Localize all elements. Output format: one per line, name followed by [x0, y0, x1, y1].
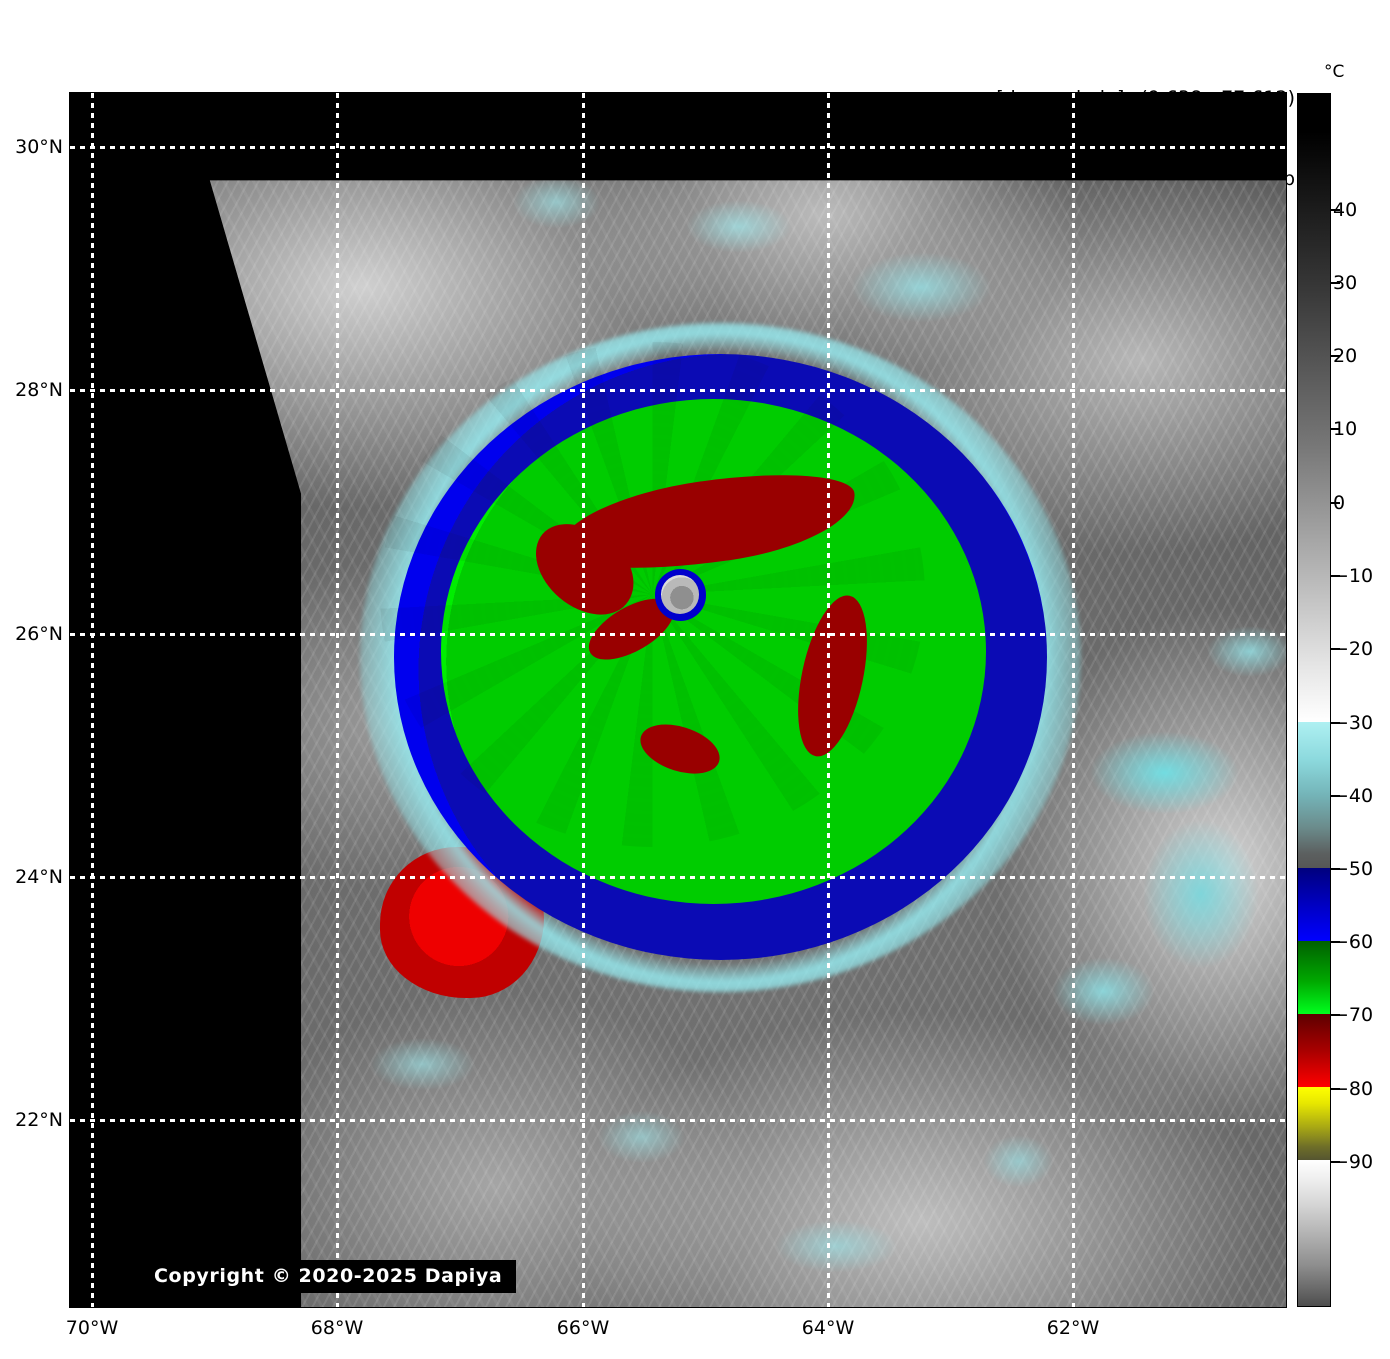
colorbar-segment-red — [1298, 1013, 1330, 1087]
colorbar-ticklabel-30: 30 — [1333, 272, 1358, 294]
axis-label-lat-22n: 22°N — [15, 1109, 63, 1131]
axis-label-lon-68w: 68°W — [310, 1317, 364, 1339]
colorbar-ticklabel-minus60: −60 — [1333, 931, 1374, 953]
colorbar-tickmark-30 — [1331, 282, 1340, 284]
colorbar-tickmark-minus50 — [1331, 868, 1340, 870]
colorbar-segment-yellow-olive — [1298, 1086, 1330, 1160]
colorbar-tickmark-minus80 — [1331, 1088, 1340, 1090]
colorbar-segment-blue — [1298, 867, 1330, 941]
colorbar-tickmark-40 — [1331, 209, 1340, 211]
axis-label-lat-28n: 28°N — [15, 379, 63, 401]
colorbar-gradient — [1298, 94, 1330, 1306]
colorbar-ticklabel-minus40: −40 — [1333, 785, 1374, 807]
copyright-watermark: Copyright © 2020-2025 Dapiya — [140, 1260, 517, 1293]
axis-label-lat-30n: 30°N — [15, 136, 63, 158]
gridline-lat-30n — [70, 146, 1286, 149]
colorbar-tickmark-20 — [1331, 355, 1340, 357]
colorbar-segment-cyan-gray — [1298, 721, 1330, 868]
colorbar-unit-label: °C — [1324, 62, 1345, 82]
colorbar-ticklabel-minus50: −50 — [1333, 858, 1374, 880]
colorbar-tickmark-minus70 — [1331, 1014, 1340, 1016]
axis-label-lon-62w: 62°W — [1046, 1317, 1100, 1339]
colorbar-ticklabel-20: 20 — [1333, 345, 1358, 367]
colorbar-ticklabel-minus80: −80 — [1333, 1078, 1374, 1100]
colorbar-tickmark-10 — [1331, 428, 1340, 430]
axis-label-lat-24n: 24°N — [15, 866, 63, 888]
colorbar-ticklabel-0: 0 — [1333, 492, 1346, 514]
colorbar-ticklabel-minus30: −30 — [1333, 712, 1374, 734]
colorbar-ticklabel-40: 40 — [1333, 199, 1358, 221]
satellite-image-panel: Copyright © 2020-2025 Dapiya — [70, 93, 1286, 1307]
colorbar-tickmark-minus20 — [1331, 648, 1340, 650]
spiral-band-texture — [380, 341, 925, 847]
colorbar-tickmark-minus60 — [1331, 941, 1340, 943]
colorbar-ticklabel-minus90: −90 — [1333, 1151, 1374, 1173]
colorbar-tickmark-minus30 — [1331, 722, 1340, 724]
colorbar-ticklabel-minus70: −70 — [1333, 1004, 1374, 1026]
temperature-colorbar — [1297, 93, 1331, 1307]
colorbar-tickmark-minus10 — [1331, 575, 1340, 577]
hurricane-humberto-cloud-pattern — [359, 322, 1082, 999]
storm-eye — [661, 575, 700, 614]
axis-label-lon-66w: 66°W — [556, 1317, 610, 1339]
colorbar-segment-white-gray — [1298, 1159, 1330, 1306]
colorbar-ticklabel-minus20: −20 — [1333, 638, 1374, 660]
gridline-lon-70w — [91, 93, 94, 1307]
colorbar-segment-green — [1298, 940, 1330, 1014]
colorbar-ticklabel-10: 10 — [1333, 418, 1358, 440]
axis-label-lon-64w: 64°W — [801, 1317, 855, 1339]
colorbar-tickmark-minus90 — [1331, 1161, 1340, 1163]
axis-label-lon-70w: 70°W — [65, 1317, 119, 1339]
colorbar-tickmark-minus40 — [1331, 795, 1340, 797]
axis-label-lat-26n: 26°N — [15, 623, 63, 645]
colorbar-tickmark-0 — [1331, 502, 1340, 504]
colorbar-segment-grayscale-warm — [1298, 94, 1330, 722]
colorbar-ticklabel-minus10: −10 — [1333, 565, 1374, 587]
